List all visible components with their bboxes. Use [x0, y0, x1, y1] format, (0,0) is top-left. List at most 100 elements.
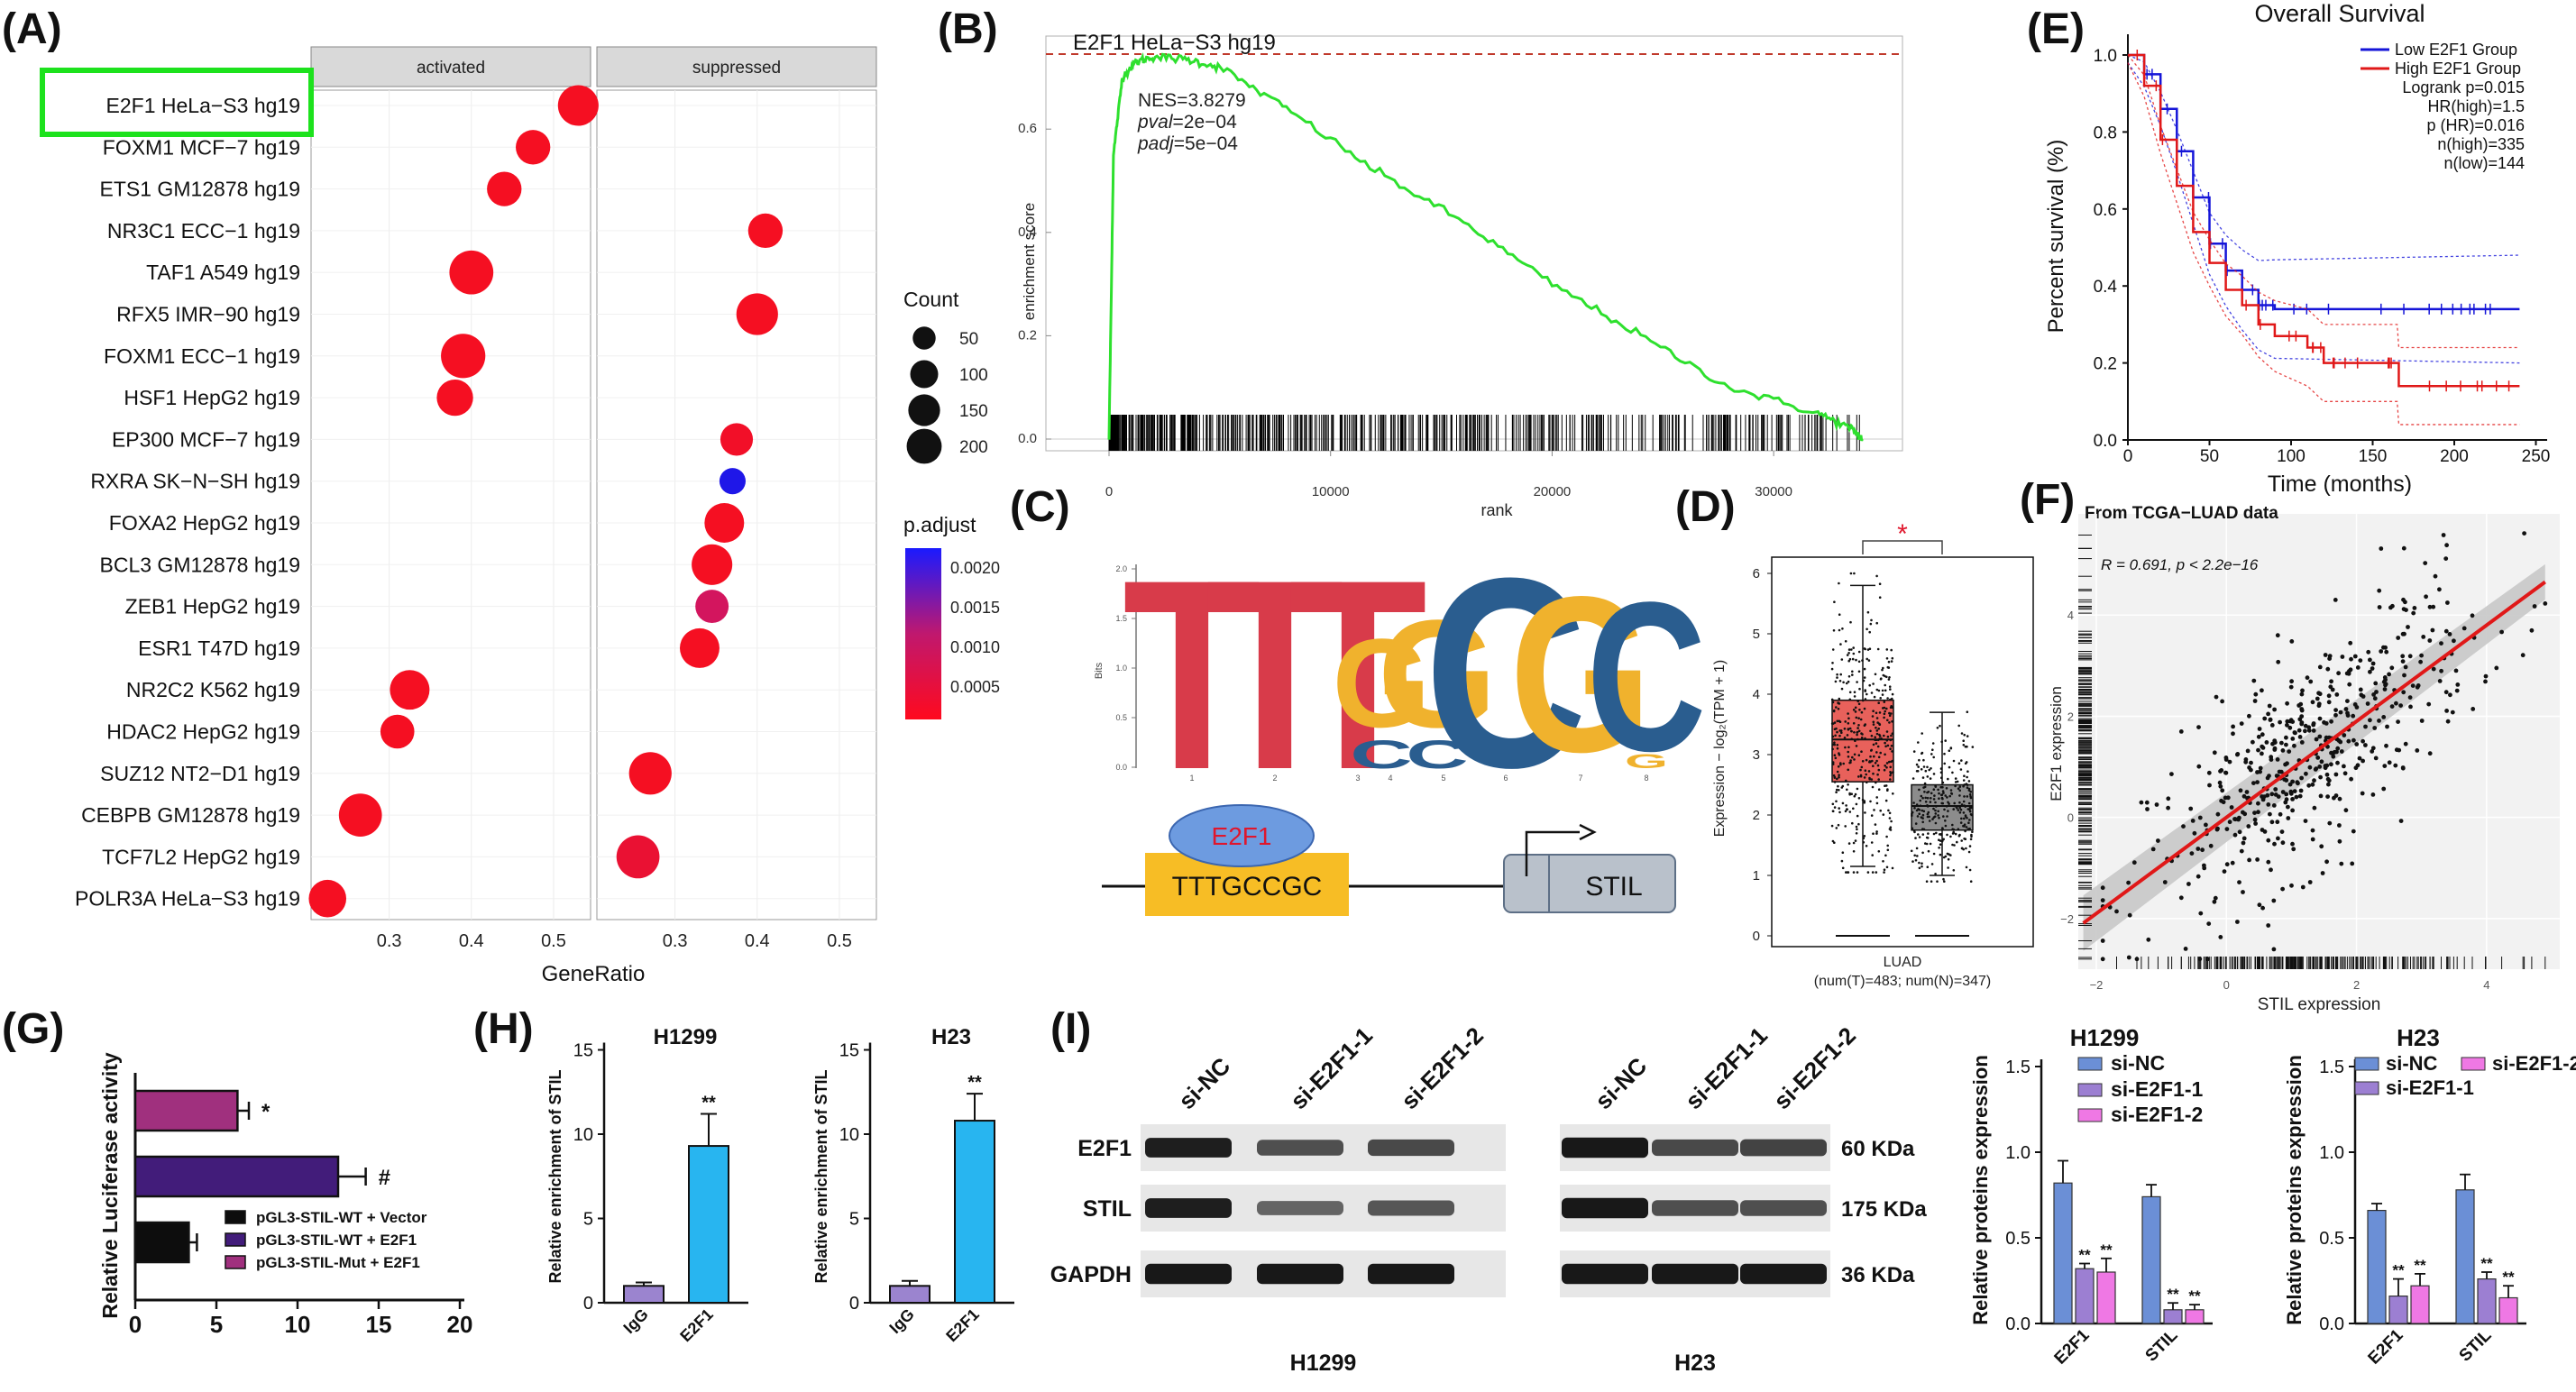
- box-jitter-point: [1969, 838, 1973, 841]
- box-jitter-point: [1930, 797, 1932, 800]
- box-jitter-point: [1918, 788, 1921, 792]
- box-jitter-point: [1934, 784, 1937, 788]
- km-curve: [2128, 53, 2520, 388]
- logo-letter-7: G: [1509, 550, 1651, 798]
- box-jitter-point: [1911, 812, 1913, 816]
- scatter-point: [2299, 691, 2305, 697]
- box-jitter-point: [1847, 659, 1850, 663]
- box-jitter-point: [1969, 813, 1973, 816]
- box-jitter-point: [1918, 836, 1921, 838]
- scatter-point: [2355, 763, 2361, 768]
- box-jitter-point: [1847, 842, 1851, 845]
- box-jitter-point: [1846, 788, 1848, 792]
- box-jitter-point: [1949, 835, 1952, 838]
- scatter-point: [2290, 719, 2296, 724]
- gsea-plot-area: [1045, 35, 1903, 452]
- scatter-point: [2235, 920, 2240, 924]
- legend-padj-colorbar: [905, 548, 941, 719]
- box-jitter-point: [1932, 816, 1936, 819]
- scatter-point: [2355, 665, 2361, 670]
- y-tick-label: −2: [2060, 912, 2074, 926]
- scatter-point: [2370, 749, 2375, 754]
- box-jitter-point: [1962, 744, 1966, 746]
- quant-bar: [2096, 1271, 2116, 1324]
- box-jitter-point: [1957, 809, 1960, 811]
- box-jitter-point: [1932, 756, 1935, 759]
- scatter-point: [2443, 628, 2449, 634]
- box-jitter-point: [1838, 807, 1840, 810]
- box-jitter-point: [1841, 851, 1845, 854]
- box-jitter-point: [1875, 726, 1877, 729]
- y-tick-label: 0.4: [1018, 224, 1037, 240]
- box-jitter-point: [1872, 832, 1875, 835]
- box-jitter-point: [1943, 880, 1946, 883]
- term-label: HDAC2 HepG2 hg19: [106, 720, 300, 744]
- box-jitter-point: [1871, 759, 1874, 763]
- x-tick-label: 250: [2522, 447, 2551, 466]
- scatter-point: [2296, 781, 2300, 786]
- quant-bar: [2367, 1209, 2387, 1324]
- box-jitter-point: [1868, 777, 1871, 781]
- box-jitter-point: [1966, 795, 1969, 798]
- scatter-point: [2359, 692, 2364, 698]
- box-jitter-point: [1830, 667, 1834, 671]
- panel-h-letter: (H): [473, 1005, 534, 1053]
- y-tick-label: 0.0: [1018, 431, 1037, 446]
- box-jitter-point: [1931, 742, 1935, 745]
- logo-position-label: 4: [1388, 774, 1392, 783]
- scatter-point: [2255, 857, 2260, 862]
- quant-y-tick-label: 0.5: [2005, 1229, 2031, 1249]
- scatter-point: [2314, 737, 2319, 742]
- box-jitter-point: [1875, 688, 1879, 691]
- box-jitter-point: [1838, 628, 1841, 632]
- scatter-point: [2337, 796, 2342, 801]
- box-jitter-point: [1951, 771, 1954, 774]
- box-jitter-point: [1883, 734, 1885, 737]
- scatter-point: [2327, 654, 2333, 658]
- box-jitter-point: [1937, 814, 1939, 817]
- quant-bar: [2477, 1278, 2497, 1324]
- scatter-point: [2299, 720, 2305, 725]
- box-jitter-point: [1926, 837, 1930, 839]
- scatter-point: [2178, 729, 2184, 734]
- box-jitter-point: [1947, 857, 1950, 861]
- box-jitter-point: [1875, 830, 1878, 833]
- box-jitter-point: [1842, 762, 1845, 765]
- blot-lane-label: si-E2F1-2: [1768, 1021, 1861, 1114]
- scatter-point: [2452, 638, 2456, 644]
- scatter-point: [2290, 779, 2296, 784]
- panel-d-letter: (D): [1675, 483, 1736, 531]
- scatter-point: [2253, 691, 2259, 697]
- dot-point: [692, 544, 733, 585]
- scatter-point: [2290, 841, 2295, 847]
- box-sig-star: *: [1897, 519, 1908, 549]
- legend-count-label: 150: [959, 402, 988, 421]
- box-jitter-point: [1941, 801, 1944, 805]
- scatter-point: [2204, 822, 2208, 828]
- blot-lane-label: si-E2F1-1: [1285, 1021, 1378, 1114]
- scatter-point: [2287, 749, 2292, 754]
- box-jitter-point: [1889, 774, 1892, 777]
- box-jitter-point: [1835, 827, 1838, 829]
- scatter-point: [2196, 874, 2201, 879]
- box-jitter-point: [1856, 828, 1858, 831]
- box-jitter-point: [1917, 833, 1920, 836]
- scatter-point: [2262, 716, 2268, 721]
- box-jitter-point: [1869, 755, 1872, 758]
- box-jitter-point: [1921, 862, 1923, 865]
- box-jitter-point: [1942, 856, 1946, 859]
- scatter-point: [2379, 649, 2384, 654]
- box-jitter-point: [1911, 777, 1915, 780]
- scatter-point: [2494, 665, 2499, 671]
- box-jitter-point: [1949, 854, 1952, 856]
- scatter-point: [2430, 627, 2435, 633]
- box-jitter-point: [1962, 800, 1966, 803]
- scatter-point: [2241, 890, 2245, 894]
- logo-letter-8: C: [1587, 557, 1707, 795]
- scatter-point: [2272, 707, 2278, 712]
- box-jitter-point: [1942, 815, 1945, 818]
- box-jitter-point: [1875, 759, 1878, 763]
- scatter-point: [2423, 561, 2428, 565]
- quant-legend-label: si-NC: [2111, 1051, 2165, 1075]
- box-jitter-point: [1875, 801, 1879, 805]
